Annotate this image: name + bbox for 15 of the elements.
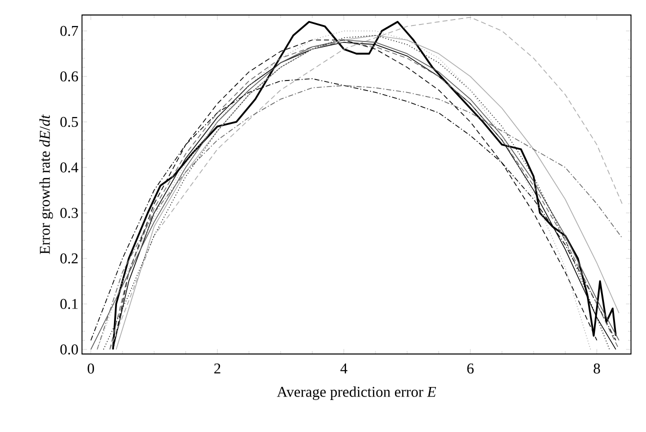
x-tick-label: 2 xyxy=(214,364,220,374)
x-tick-label: 6 xyxy=(467,364,474,374)
x-tick-label: 4 xyxy=(340,364,348,374)
y-tick-label: 0.4 xyxy=(60,162,78,173)
y-tick-label: 0.3 xyxy=(60,208,78,218)
y-tick-label: 0.6 xyxy=(60,71,78,82)
x-tick-label: 8 xyxy=(594,364,600,374)
y-tick-label: 0.2 xyxy=(60,253,78,264)
y-tick-label: 0.0 xyxy=(60,344,78,355)
y-tick-label: 0.5 xyxy=(60,116,78,128)
y-tick-label: 0.1 xyxy=(60,298,78,310)
x-tick-label: 0 xyxy=(88,364,94,374)
x-axis-title: Average prediction error E xyxy=(276,386,436,400)
y-tick-label: 0.7 xyxy=(60,26,78,36)
y-axis-title: Error growth rate dE/dt xyxy=(39,114,53,254)
